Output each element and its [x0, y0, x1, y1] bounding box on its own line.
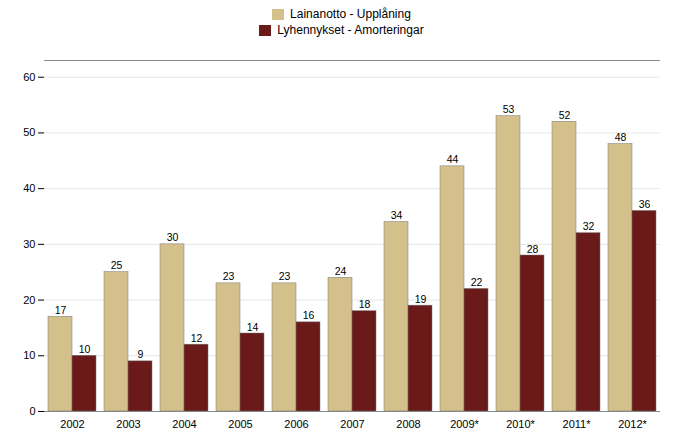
- svg-text:2004: 2004: [172, 418, 196, 430]
- svg-text:0: 0: [29, 405, 35, 417]
- html-text:Lainanotto - Upplåning: Lainanotto - Upplåning: [290, 7, 411, 21]
- svg-text:2011*: 2011*: [563, 418, 592, 430]
- svg-text:2008: 2008: [396, 418, 420, 430]
- svg-text:16: 16: [303, 309, 315, 321]
- svg-text:24: 24: [335, 265, 347, 277]
- svg-text:18: 18: [359, 298, 371, 310]
- svg-text:53: 53: [503, 103, 515, 115]
- svg-text:25: 25: [111, 259, 123, 271]
- svg-text:34: 34: [391, 209, 403, 221]
- svg-text:28: 28: [527, 243, 539, 255]
- svg-text:10: 10: [79, 343, 91, 355]
- svg-text:44: 44: [447, 153, 459, 165]
- svg-text:2007: 2007: [340, 418, 364, 430]
- svg-text:10: 10: [23, 349, 35, 361]
- svg-text:50: 50: [23, 126, 35, 138]
- svg-text:52: 52: [559, 109, 571, 121]
- svg-text:40: 40: [23, 182, 35, 194]
- svg-text:48: 48: [615, 131, 627, 143]
- svg-text:36: 36: [639, 198, 651, 210]
- svg-text:30: 30: [167, 231, 179, 243]
- html-text:Lyhennykset - Amorteringar: Lyhennykset - Amorteringar: [277, 23, 424, 37]
- svg-text:32: 32: [583, 220, 595, 232]
- svg-text:2006: 2006: [284, 418, 308, 430]
- svg-text:20: 20: [23, 294, 35, 306]
- svg-text:12: 12: [191, 332, 203, 344]
- svg-text:23: 23: [223, 270, 235, 282]
- svg-text:60: 60: [23, 71, 35, 83]
- svg-text:2009*: 2009*: [450, 418, 479, 430]
- svg-text:2010*: 2010*: [506, 418, 535, 430]
- svg-text:23: 23: [279, 270, 291, 282]
- svg-text:19: 19: [415, 293, 427, 305]
- svg-text:17: 17: [55, 304, 67, 316]
- svg-text:2005: 2005: [228, 418, 252, 430]
- svg-text:2003: 2003: [116, 418, 140, 430]
- svg-text:22: 22: [471, 276, 483, 288]
- svg-text:2012*: 2012*: [618, 418, 647, 430]
- svg-text:2002: 2002: [60, 418, 84, 430]
- svg-text:14: 14: [247, 321, 259, 333]
- svg-text:9: 9: [138, 348, 144, 360]
- svg-text:30: 30: [23, 238, 35, 250]
